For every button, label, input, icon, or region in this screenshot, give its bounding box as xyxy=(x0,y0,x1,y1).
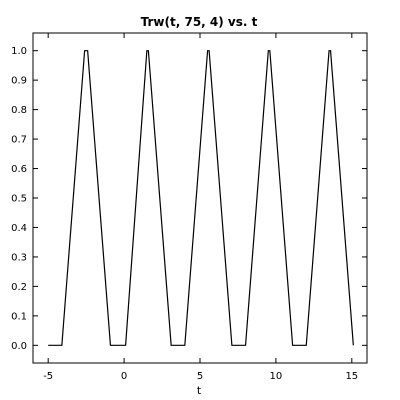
y-tick-label: 0.8 xyxy=(11,105,27,116)
y-tick-label: 0.0 xyxy=(11,341,27,352)
x-tick-label: 5 xyxy=(197,371,203,382)
y-tick-label: 0.7 xyxy=(11,135,27,146)
chart-title: Trw(t, 75, 4) vs. t xyxy=(141,15,258,29)
x-tick-label: 15 xyxy=(345,371,358,382)
x-axis-label: t xyxy=(197,384,202,397)
plot-frame xyxy=(32,32,368,364)
y-tick-label: 0.9 xyxy=(11,76,27,87)
ticks-layer xyxy=(33,33,367,363)
tick-labels-layer: -5 0 5 10 15 0.0 0.1 0.2 0.3 0.4 0.5 0.6 0.7 0.8 0.9 1.… xyxy=(11,46,358,382)
y-tick-label: 0.2 xyxy=(11,282,27,293)
y-tick-label: 0.1 xyxy=(11,311,27,322)
x-tick-label: 10 xyxy=(270,371,283,382)
y-tick-label: 0.5 xyxy=(11,194,27,205)
y-tick-label: 0.6 xyxy=(11,164,27,175)
y-tick-label: 1.0 xyxy=(11,46,27,57)
y-tick-label: 0.3 xyxy=(11,252,27,263)
y-tick-label: 0.4 xyxy=(11,223,27,234)
series-line xyxy=(48,50,354,346)
x-tick-label: 0 xyxy=(121,371,127,382)
x-tick-label: -5 xyxy=(43,371,53,382)
